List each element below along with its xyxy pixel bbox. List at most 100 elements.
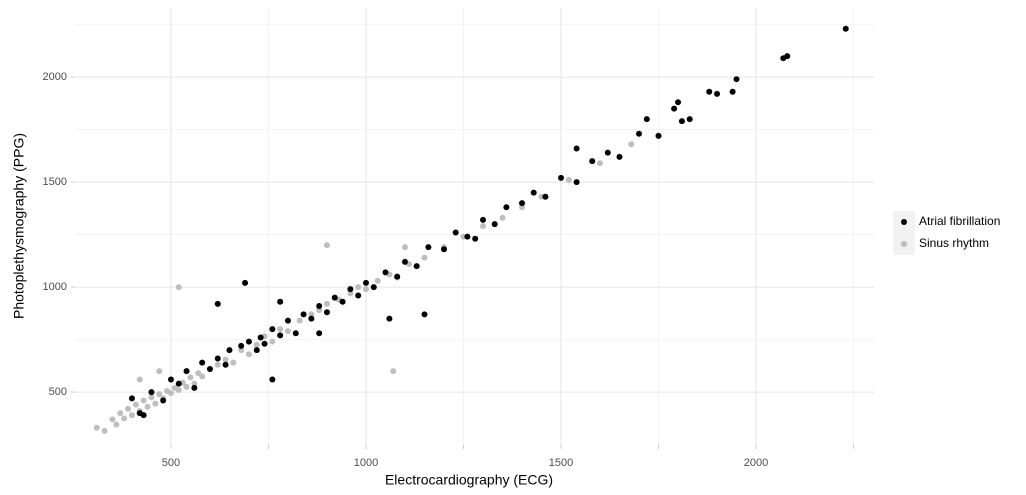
point: [238, 342, 245, 349]
point: [269, 326, 276, 333]
point: [616, 153, 623, 160]
point: [101, 427, 108, 434]
legend-marker: [901, 241, 907, 247]
point: [355, 284, 362, 291]
point: [479, 216, 486, 223]
x-tick-label: 1000: [354, 457, 378, 469]
point: [296, 317, 303, 324]
point: [316, 302, 323, 309]
point: [160, 397, 167, 404]
point: [597, 160, 604, 167]
point: [425, 244, 432, 251]
point: [191, 380, 198, 387]
point: [714, 90, 721, 97]
point: [671, 105, 678, 112]
point: [362, 286, 369, 293]
point: [238, 347, 245, 354]
point: [148, 389, 155, 396]
point: [183, 383, 190, 390]
legend-label: Sinus rhythm: [919, 236, 989, 250]
y-tick-label: 2000: [43, 71, 67, 83]
x-tick-label: 1500: [549, 457, 573, 469]
point: [472, 235, 479, 242]
x-tick-label: 500: [162, 457, 180, 469]
y-tick-label: 500: [49, 386, 67, 398]
point: [245, 338, 252, 345]
point: [253, 341, 260, 348]
point: [347, 286, 354, 293]
point: [175, 284, 182, 291]
point: [784, 53, 791, 60]
point: [316, 330, 323, 337]
point: [308, 315, 315, 322]
point: [261, 340, 268, 347]
point: [245, 351, 252, 358]
legend-marker: [901, 219, 907, 225]
point: [109, 416, 116, 423]
point: [421, 311, 428, 318]
point: [678, 118, 685, 125]
point: [242, 279, 249, 286]
point: [842, 25, 849, 32]
point: [253, 347, 260, 354]
point: [355, 292, 362, 299]
point: [729, 88, 736, 95]
point: [132, 401, 139, 408]
point: [230, 359, 237, 366]
point: [191, 384, 198, 391]
point: [479, 223, 486, 230]
point: [589, 158, 596, 165]
point: [374, 277, 381, 284]
point: [573, 145, 580, 152]
point: [565, 176, 572, 183]
point: [140, 397, 147, 404]
point: [362, 279, 369, 286]
point: [686, 116, 693, 123]
point: [655, 132, 662, 139]
point: [144, 403, 151, 410]
point: [339, 298, 346, 305]
point: [386, 315, 393, 322]
point: [331, 294, 338, 301]
point: [128, 412, 135, 419]
point: [277, 326, 284, 333]
point: [323, 309, 330, 316]
y-tick-label: 1500: [43, 176, 67, 188]
point: [491, 221, 498, 228]
point: [93, 424, 100, 431]
point: [175, 380, 182, 387]
point: [113, 421, 120, 428]
point: [152, 400, 159, 407]
point: [413, 263, 420, 270]
point: [636, 130, 643, 137]
point: [401, 258, 408, 265]
point: [183, 368, 190, 375]
point: [257, 334, 264, 341]
point: [167, 390, 174, 397]
point: [199, 359, 206, 366]
point: [643, 116, 650, 123]
point: [269, 376, 276, 383]
point: [226, 347, 233, 354]
point: [499, 214, 506, 221]
point: [604, 149, 611, 156]
point: [167, 376, 174, 383]
point: [214, 361, 221, 368]
point: [222, 356, 229, 363]
point: [156, 391, 163, 398]
point: [284, 317, 291, 324]
point: [175, 386, 182, 393]
point: [530, 189, 537, 196]
point: [156, 368, 163, 375]
point: [284, 328, 291, 335]
point: [316, 307, 323, 314]
point: [214, 300, 221, 307]
point: [277, 332, 284, 339]
point: [382, 269, 389, 276]
point: [573, 179, 580, 186]
point: [452, 229, 459, 236]
legend-label: Atrial fibrillation: [919, 214, 1000, 228]
point: [675, 99, 682, 106]
point: [292, 330, 299, 337]
